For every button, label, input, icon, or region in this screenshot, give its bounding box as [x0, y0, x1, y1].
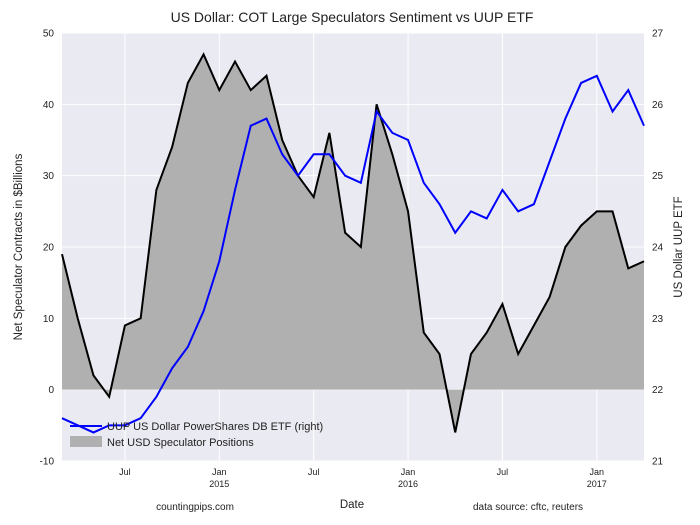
x-tick-label: Jan — [212, 467, 227, 477]
legend-swatch-net — [70, 436, 102, 447]
y-tick-label-left: 40 — [43, 100, 55, 111]
series-line-net-positions — [61, 52, 645, 433]
y-axis-label-left: Net Speculator Contracts in $Billions — [13, 153, 25, 340]
series-line-uup — [61, 74, 645, 434]
x-tick-year-label: 2016 — [398, 479, 418, 489]
right-y-axis: 21 22 23 24 25 26 27 — [652, 29, 664, 468]
x-tick-label: Jan — [401, 467, 416, 477]
y-tick-label-left: 0 — [48, 385, 54, 396]
chart-title: US Dollar: COT Large Speculators Sentime… — [171, 9, 534, 25]
x-tick-label: Jul — [119, 467, 131, 477]
y-tick-label-left: -10 — [40, 457, 55, 468]
y-axis-label-right: US Dollar UUP ETF — [673, 196, 685, 297]
x-tick-year-label: 2017 — [587, 479, 607, 489]
y-tick-label-left: 20 — [43, 243, 55, 254]
net-positions-area — [62, 54, 644, 433]
x-axis-label: Date — [340, 499, 364, 511]
y-tick-label-right: 25 — [652, 171, 664, 182]
y-tick-label-right: 26 — [652, 100, 664, 111]
left-y-axis: -10 0 10 20 30 40 50 — [40, 29, 55, 468]
series-lines — [61, 52, 645, 434]
legend-label-uup: UUP US Dollar PowerShares DB ETF (right) — [107, 421, 323, 433]
y-tick-label-left: 50 — [43, 29, 55, 40]
y-tick-label-right: 27 — [652, 29, 664, 40]
y-tick-label-left: 10 — [43, 314, 55, 325]
x-tick-label: Jan — [590, 467, 605, 477]
y-tick-label-right: 21 — [652, 457, 664, 468]
x-tick-year-label: 2015 — [209, 479, 229, 489]
y-tick-label-right: 22 — [652, 385, 664, 396]
legend-label-net: Net USD Speculator Positions — [107, 437, 254, 449]
x-tick-label: Jul — [497, 467, 509, 477]
y-tick-label-right: 24 — [652, 243, 664, 254]
y-tick-label-right: 23 — [652, 314, 664, 325]
x-axis: Jul Jan 2015 Jul Jan 2016 Jul Jan 2017 — [119, 467, 607, 489]
footer-source-site: countingpips.com — [156, 502, 234, 513]
footer-data-source: data source: cftc, reuters — [473, 502, 583, 513]
legend: UUP US Dollar PowerShares DB ETF (right)… — [70, 421, 323, 449]
net-positions-fill — [62, 54, 644, 433]
y-tick-label-left: 30 — [43, 171, 55, 182]
x-tick-label: Jul — [308, 467, 320, 477]
